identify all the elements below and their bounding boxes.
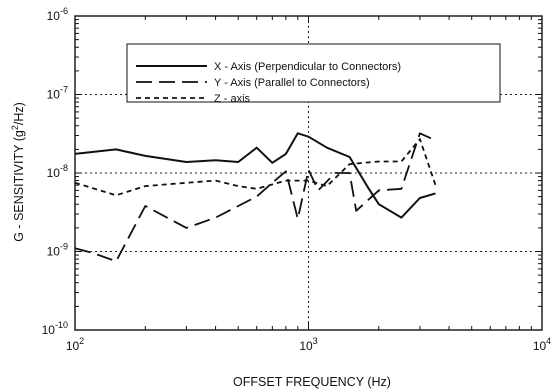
y-axis-title-superscript: 2 [10, 125, 20, 130]
grid-lines [75, 16, 542, 330]
y-axis-title-prefix: G - SENSITIVITY (g [12, 130, 26, 242]
legend-label-z-axis: Z - axis [214, 93, 251, 105]
series-line-x-axis [74, 132, 436, 219]
legend-label-y-axis: Y - Axis (Parallel to Connectors) [214, 77, 370, 89]
x-axis-title: OFFSET FREQUENCY (Hz) [233, 375, 391, 389]
legend-box [126, 43, 501, 103]
y-axis-title-suffix: /Hz) [12, 102, 26, 125]
axis-ticks: 102 103 104 10-10 10-9 10-8 10-7 10-6 [42, 6, 552, 353]
y-tick-label: 10-10 [42, 320, 68, 337]
legend-label-x-axis: X - Axis (Perpendicular to Connectors) [214, 61, 401, 73]
y-tick-label: 10-8 [47, 163, 68, 180]
y-tick-label: 10-6 [47, 6, 68, 23]
y-tick-label: 10-9 [47, 242, 68, 259]
x-tick-label: 103 [299, 336, 317, 353]
x-tick-label: 104 [533, 336, 551, 353]
series-line-y-axis [74, 132, 436, 263]
y-axis-title: G - SENSITIVITY (g2/Hz) [10, 102, 26, 242]
series-lines [74, 132, 437, 263]
y-tick-label: 10-7 [47, 85, 68, 102]
series-line-z-axis [74, 138, 437, 197]
legend: X - Axis (Perpendicular to Connectors) Y… [126, 43, 501, 105]
x-tick-label: 102 [66, 336, 84, 353]
